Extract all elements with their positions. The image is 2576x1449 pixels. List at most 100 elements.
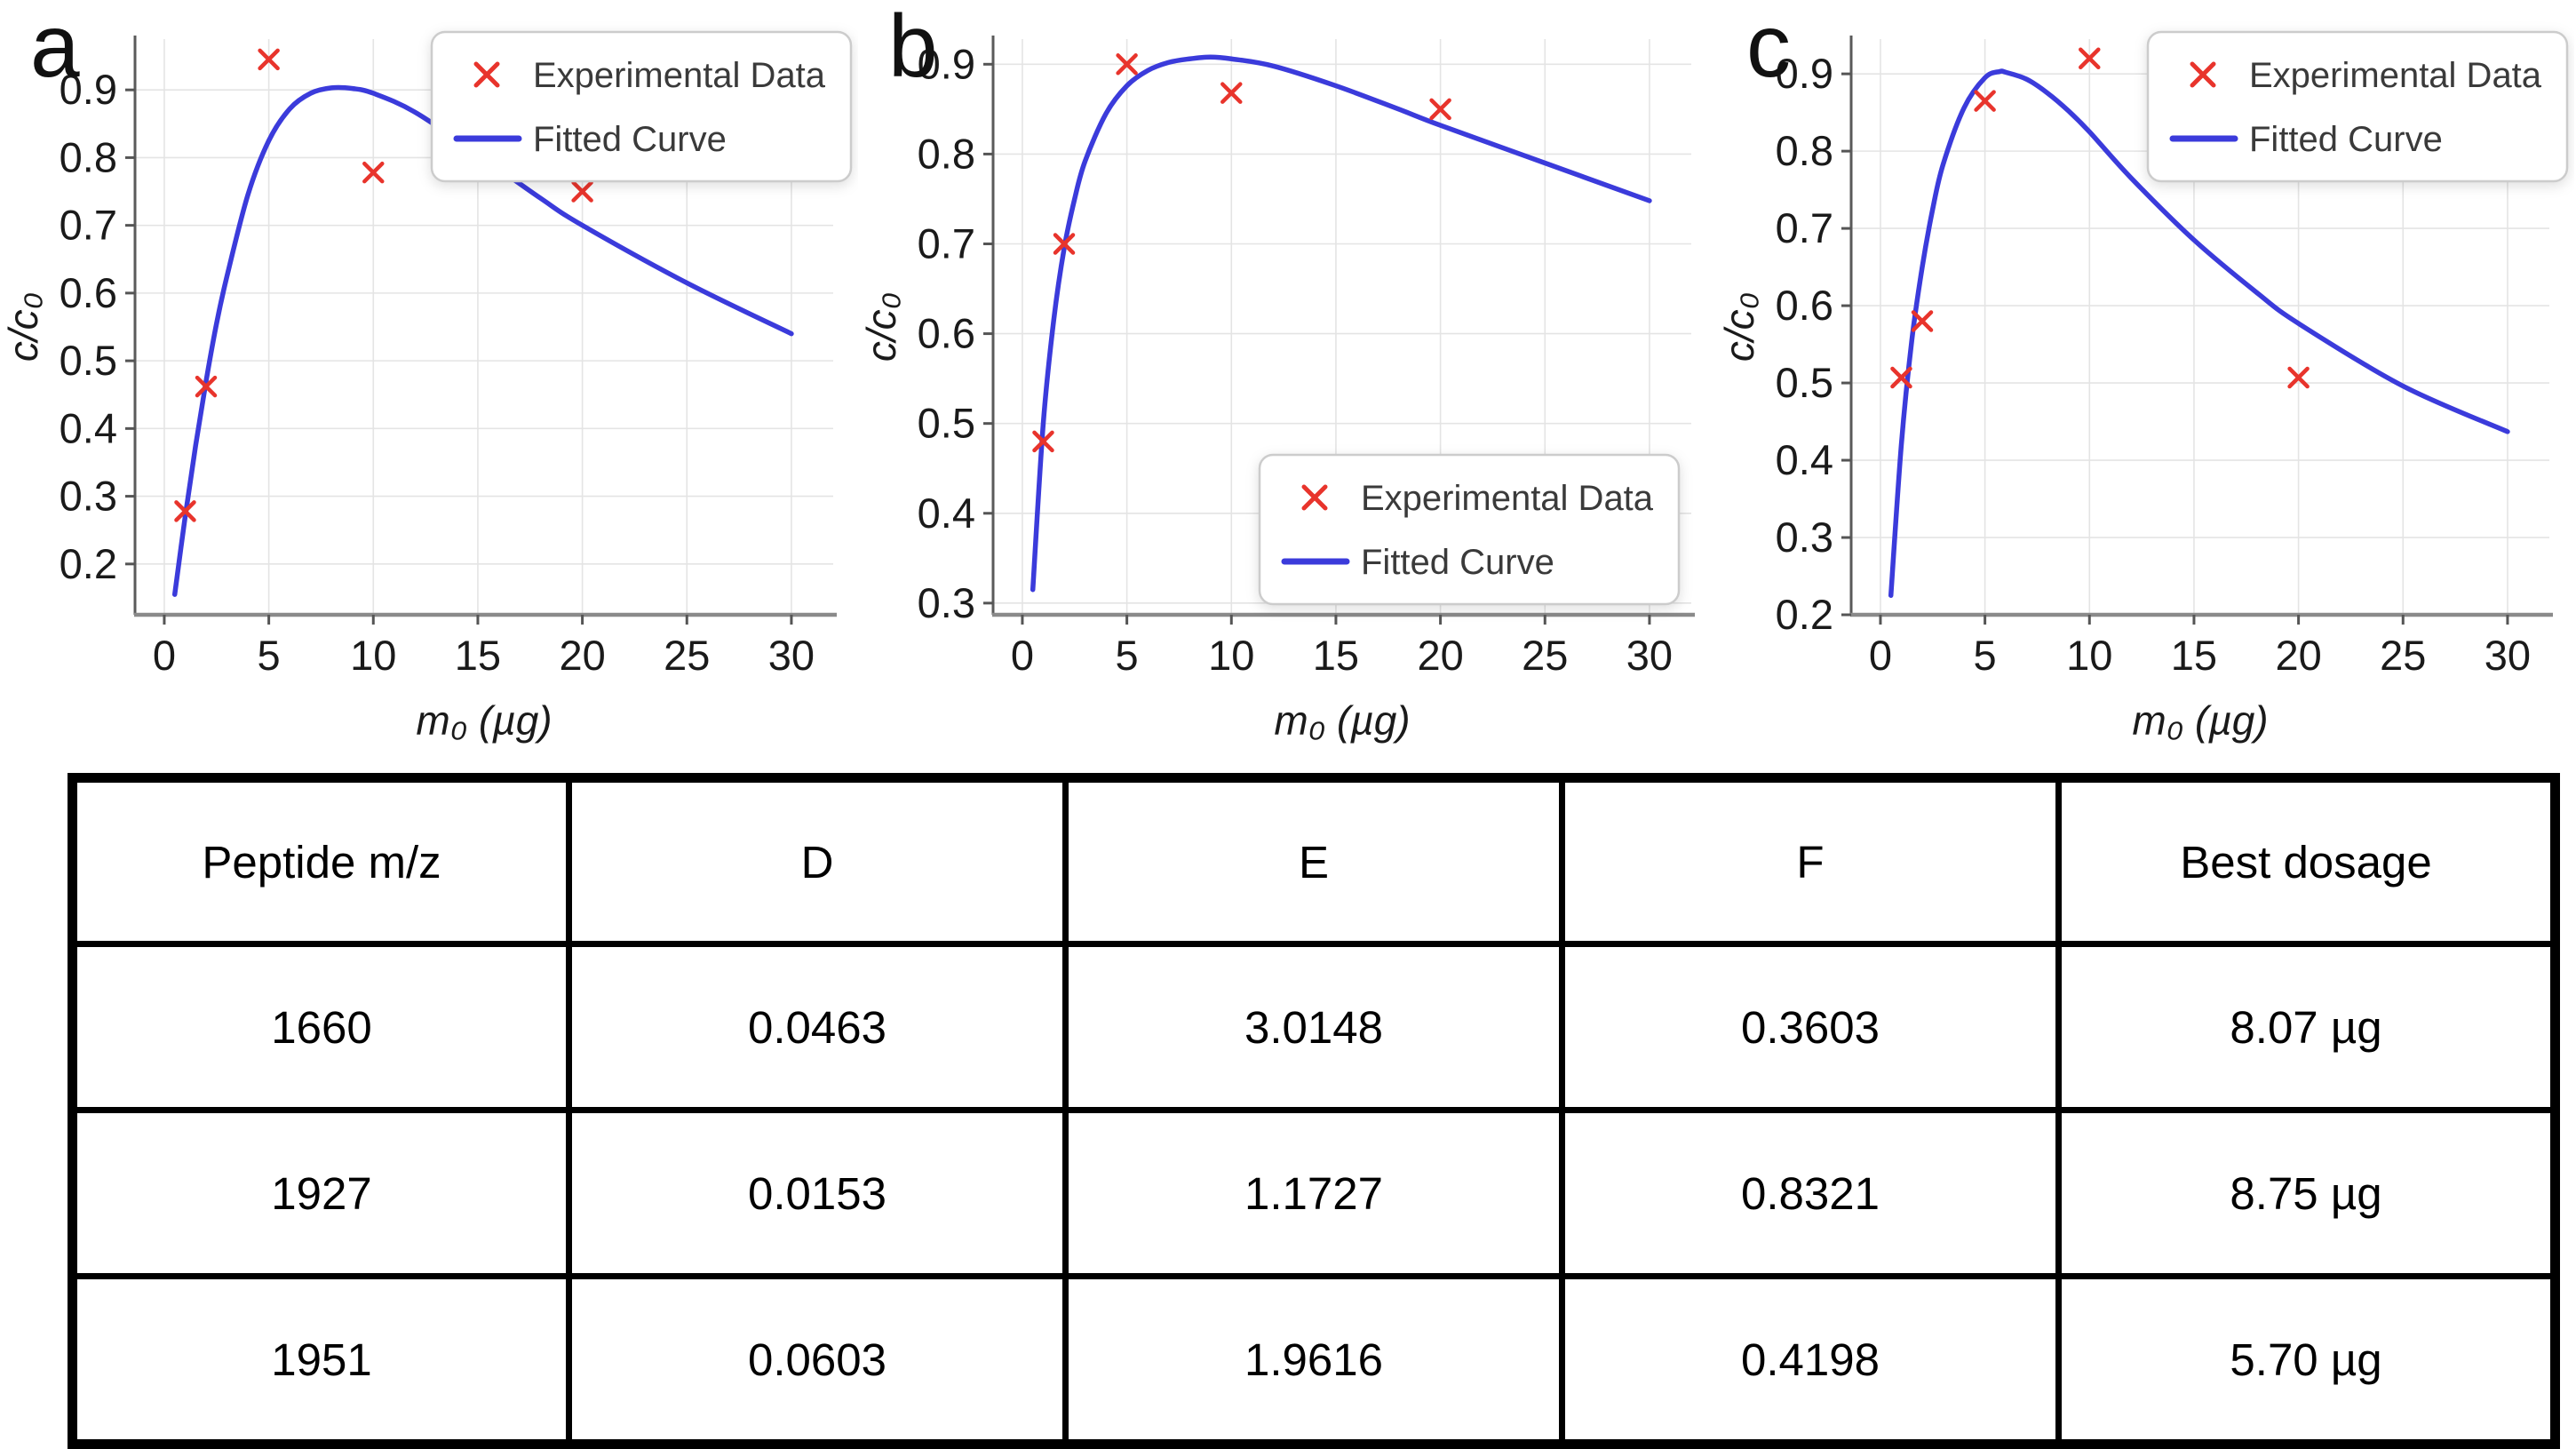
x-tick-label: 20 [559, 632, 605, 679]
y-tick-label: 0.4 [1776, 436, 1833, 483]
x-tick-label: 20 [2275, 632, 2321, 679]
fitted-curve-path [1030, 54, 1652, 593]
experimental-data-markers [174, 48, 593, 522]
table-cell: 8.75 µg [2055, 1107, 2558, 1279]
results-table-head: Peptide m/z D E F Best dosage [69, 775, 2558, 947]
axis-ticks: 0 5 10 15 20 25 30 0.2 0.3 0.4 0.5 0.6 0.7 0.8 0.9 [60, 66, 815, 679]
y-tick-label: 0.9 [918, 40, 975, 87]
legend-label-fitted: Fitted Curve [2249, 120, 2443, 159]
x-tick-label: 10 [1208, 632, 1254, 679]
legend: Experimental Data Fitted Curve [1258, 453, 1681, 606]
legend: Experimental Data Fitted Curve [2146, 30, 2569, 183]
x-tick-label: 15 [455, 632, 501, 679]
x-marker-icon [1974, 90, 1996, 112]
x-tick-label: 10 [350, 632, 396, 679]
x-tick-label: 30 [2485, 632, 2531, 679]
table-cell: 0.0153 [566, 1107, 1069, 1279]
panel-label-c: c [1746, 0, 1791, 96]
x-marker-icon [1053, 233, 1076, 255]
y-tick-label: 0.3 [918, 579, 975, 626]
table-header-cell-1: D [566, 775, 1069, 947]
axis-ticks: 0 5 10 15 20 25 30 0.2 0.3 0.4 0.5 0.6 0.7 0.8 0.9 [1776, 50, 2531, 679]
x-tick-label: 15 [1313, 632, 1359, 679]
panel-label-a: a [30, 0, 80, 96]
table-header-cell-4: Best dosage [2055, 775, 2558, 947]
x-marker-icon [362, 161, 385, 184]
x-marker-icon [1911, 310, 1934, 332]
y-tick-label: 0.2 [1776, 591, 1833, 638]
legend-x-marker-icon [2190, 61, 2216, 88]
table-cell: 0.0603 [566, 1273, 1069, 1447]
x-axis-label: m₀ (µg) [2132, 697, 2268, 744]
x-axis-label: m₀ (µg) [416, 697, 552, 744]
y-tick-label: 0.9 [1776, 50, 1833, 97]
y-tick-label: 0.8 [918, 130, 975, 177]
table-cell: 0.8321 [1559, 1107, 2062, 1279]
panel-label-b: b [888, 0, 938, 96]
table-header-cell-0: Peptide m/z [69, 775, 572, 947]
legend-label-experimental: Experimental Data [1361, 479, 1654, 518]
y-tick-label: 0.2 [60, 540, 117, 587]
chart-b-plot: 0 5 10 15 20 25 30 0.3 0.4 0.5 0.6 0.7 0.8 0.9 m₀ (µg)… [858, 36, 1695, 744]
y-tick-label: 0.6 [1776, 282, 1833, 329]
table-row-2: 1951 0.0603 1.9616 0.4198 5.70 µg [69, 1273, 2558, 1447]
y-tick-label: 0.5 [918, 400, 975, 447]
x-marker-icon [1032, 430, 1054, 453]
y-tick-label: 0.8 [60, 133, 117, 180]
x-tick-label: 5 [1116, 632, 1139, 679]
y-tick-label: 0.7 [60, 202, 117, 249]
x-tick-label: 30 [1626, 632, 1673, 679]
experimental-data-markers [1890, 47, 2310, 389]
x-tick-label: 0 [1011, 632, 1034, 679]
legend-label-fitted: Fitted Curve [533, 120, 727, 159]
fitted-curve-path [171, 84, 794, 597]
y-tick-label: 0.4 [60, 404, 117, 451]
table-cell: 5.70 µg [2055, 1273, 2558, 1447]
x-tick-label: 25 [664, 632, 710, 679]
axis-ticks: 0 5 10 15 20 25 30 0.3 0.4 0.5 0.6 0.7 0.8 0.9 [918, 40, 1673, 679]
y-tick-label: 0.7 [1776, 204, 1833, 251]
y-tick-label: 0.6 [918, 310, 975, 357]
table-cell: 0.3603 [1559, 941, 2062, 1113]
chart-panel-c: 0 5 10 15 20 25 30 0.2 0.3 0.4 0.5 0.6 0.7 0.8 0.9 m₀ (… [1716, 0, 2574, 769]
y-tick-label: 0.3 [60, 473, 117, 520]
x-tick-label: 25 [1522, 632, 1568, 679]
results-table: Peptide m/z D E F Best dosage 1660 0.0463 3.01… [68, 773, 2560, 1449]
x-tick-label: 5 [1974, 632, 1997, 679]
x-marker-icon [1116, 53, 1138, 76]
x-tick-label: 30 [768, 632, 815, 679]
x-marker-icon [1220, 82, 1243, 104]
table-cell: 3.0148 [1062, 941, 1565, 1113]
table-header-cell-2: E [1062, 775, 1565, 947]
x-tick-label: 20 [1417, 632, 1463, 679]
x-marker-icon [2287, 366, 2310, 389]
table-header-row: Peptide m/z D E F Best dosage [69, 775, 2558, 947]
x-tick-label: 5 [258, 632, 281, 679]
table-row-0: 1660 0.0463 3.0148 0.3603 8.07 µg [69, 941, 2558, 1113]
charts-row: 0 5 10 15 20 25 30 0.2 0.3 0.4 0.5 0.6 0.7 0.8 0.9 m₀ (… [0, 0, 2574, 769]
y-tick-label: 0.6 [60, 269, 117, 316]
fitted-curve-path [1888, 68, 2510, 599]
y-axis-label: c/c₀ [858, 292, 904, 362]
experimental-data-markers [1032, 53, 1451, 453]
x-tick-label: 0 [153, 632, 176, 679]
x-marker-icon [258, 48, 280, 71]
chart-c-plot: 0 5 10 15 20 25 30 0.2 0.3 0.4 0.5 0.6 0.7 0.8 0.9 m₀ (… [1716, 30, 2569, 744]
legend-x-marker-icon [1301, 484, 1328, 511]
y-tick-label: 0.3 [1776, 514, 1833, 561]
legend-label-fitted: Fitted Curve [1361, 543, 1554, 582]
y-tick-label: 0.7 [918, 219, 975, 267]
table-cell: 1.1727 [1062, 1107, 1565, 1279]
table-cell: 1660 [69, 941, 572, 1113]
legend-label-experimental: Experimental Data [2249, 56, 2542, 95]
y-tick-label: 0.5 [60, 337, 117, 384]
table-section: Peptide m/z D E F Best dosage 1660 0.0463 3.01… [0, 773, 2576, 1449]
y-axis-label: c/c₀ [1716, 292, 1762, 362]
table-cell: 0.0463 [566, 941, 1069, 1113]
legend-label-experimental: Experimental Data [533, 56, 826, 95]
x-axis-label: m₀ (µg) [1274, 697, 1410, 744]
table-cell: 1.9616 [1062, 1273, 1565, 1447]
table-cell: 1951 [69, 1273, 572, 1447]
y-tick-label: 0.9 [60, 66, 117, 113]
